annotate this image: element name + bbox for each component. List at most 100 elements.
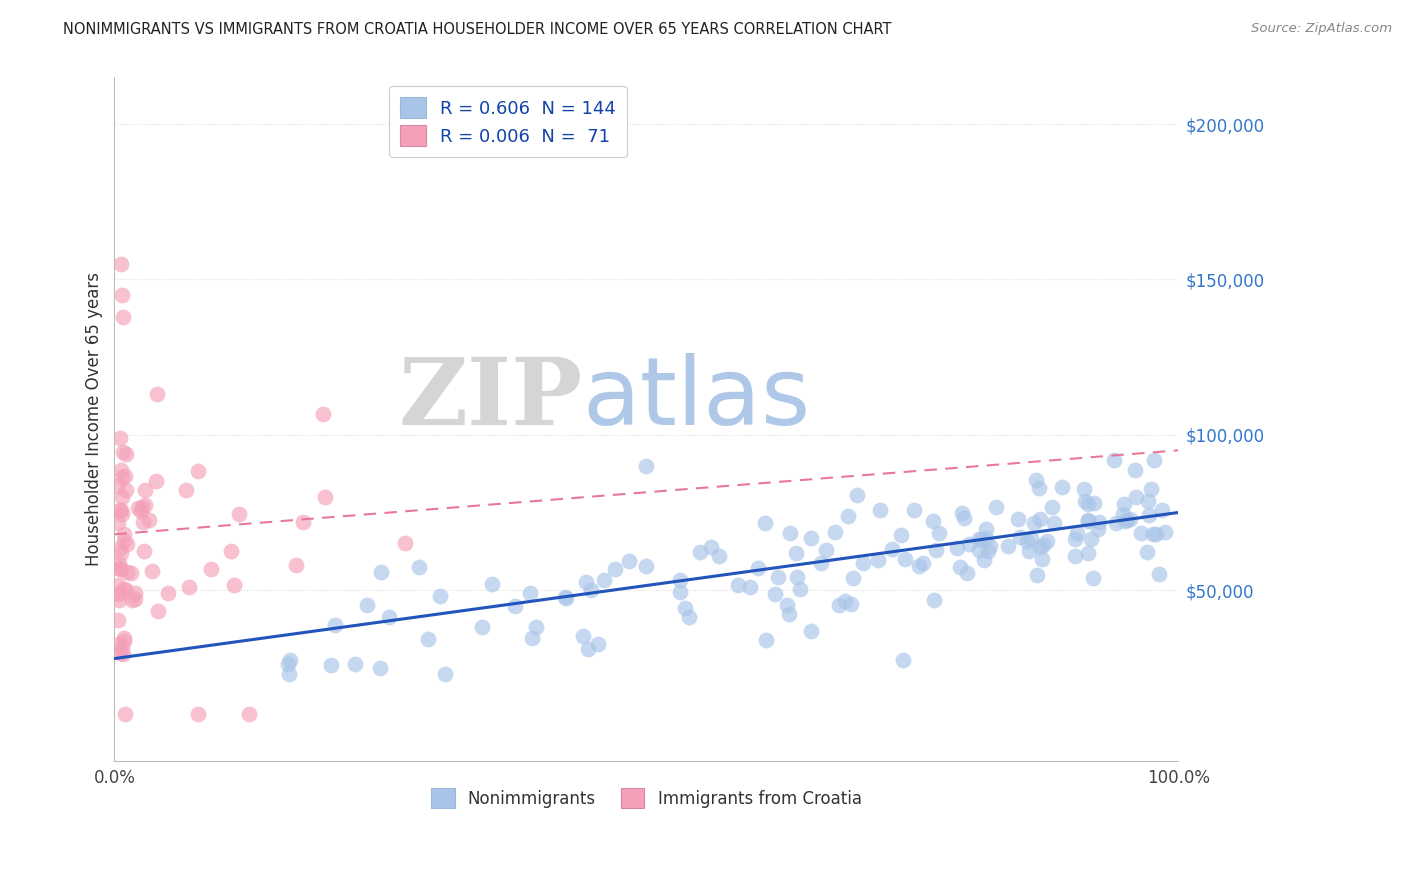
Point: [219, 544, 242, 558]
Point: [111, 647, 134, 661]
Point: [800, 531, 823, 545]
Point: [779, 607, 801, 621]
Point: [1129, 525, 1152, 540]
Point: [145, 474, 167, 488]
Point: [481, 577, 503, 591]
Point: [114, 468, 136, 483]
Point: [912, 556, 935, 570]
Point: [754, 516, 776, 530]
Point: [429, 590, 451, 604]
Point: [108, 562, 131, 576]
Point: [1136, 545, 1159, 559]
Point: [846, 488, 869, 502]
Point: [174, 483, 197, 497]
Point: [747, 560, 769, 574]
Point: [1028, 511, 1050, 525]
Point: [131, 500, 153, 514]
Point: [997, 539, 1019, 553]
Point: [1137, 508, 1160, 522]
Point: [115, 537, 138, 551]
Point: [890, 528, 912, 542]
Point: [810, 556, 832, 570]
Point: [1080, 532, 1102, 546]
Point: [200, 561, 222, 575]
Point: [134, 544, 156, 558]
Point: [837, 509, 859, 524]
Point: [1019, 531, 1042, 545]
Point: [700, 540, 723, 554]
Point: [903, 502, 925, 516]
Point: [111, 310, 134, 324]
Point: [945, 541, 967, 555]
Point: [555, 591, 578, 606]
Point: [768, 570, 790, 584]
Point: [979, 539, 1001, 553]
Point: [111, 490, 134, 504]
Point: [1025, 473, 1047, 487]
Point: [1077, 513, 1099, 527]
Point: [977, 543, 1000, 558]
Point: [370, 661, 392, 675]
Point: [669, 584, 692, 599]
Point: [586, 637, 609, 651]
Point: [1154, 525, 1177, 540]
Point: [636, 558, 658, 573]
Point: [1015, 534, 1038, 549]
Point: [321, 657, 343, 672]
Point: [471, 620, 494, 634]
Point: [278, 666, 301, 681]
Point: [129, 504, 152, 518]
Text: Source: ZipAtlas.com: Source: ZipAtlas.com: [1251, 22, 1392, 36]
Point: [786, 570, 808, 584]
Point: [925, 543, 948, 558]
Point: [111, 445, 134, 459]
Text: NONIMMIGRANTS VS IMMIGRANTS FROM CROATIA HOUSEHOLDER INCOME OVER 65 YEARS CORREL: NONIMMIGRANTS VS IMMIGRANTS FROM CROATIA…: [63, 22, 891, 37]
Point: [1032, 538, 1054, 552]
Point: [689, 545, 711, 559]
Text: ZIP: ZIP: [398, 354, 582, 443]
Point: [709, 549, 731, 564]
Point: [779, 526, 801, 541]
Point: [1028, 482, 1050, 496]
Point: [278, 653, 301, 667]
Point: [576, 642, 599, 657]
Point: [108, 647, 131, 661]
Point: [115, 583, 138, 598]
Point: [228, 507, 250, 521]
Point: [922, 593, 945, 607]
Point: [1035, 533, 1057, 548]
Point: [344, 657, 367, 672]
Point: [121, 593, 143, 607]
Point: [1119, 512, 1142, 526]
Point: [323, 618, 346, 632]
Point: [828, 598, 851, 612]
Point: [1040, 500, 1063, 515]
Point: [141, 564, 163, 578]
Point: [834, 594, 856, 608]
Point: [554, 590, 576, 604]
Text: atlas: atlas: [582, 352, 811, 445]
Point: [974, 522, 997, 536]
Point: [727, 577, 749, 591]
Point: [107, 478, 129, 492]
Point: [950, 506, 973, 520]
Point: [522, 631, 544, 645]
Point: [956, 566, 979, 580]
Point: [112, 533, 135, 548]
Point: [110, 584, 132, 599]
Point: [312, 407, 335, 421]
Point: [291, 515, 314, 529]
Point: [969, 532, 991, 546]
Point: [669, 574, 692, 588]
Point: [678, 609, 700, 624]
Point: [107, 593, 129, 607]
Point: [434, 666, 457, 681]
Point: [617, 553, 640, 567]
Point: [377, 610, 399, 624]
Point: [1125, 490, 1147, 504]
Point: [1077, 497, 1099, 511]
Point: [285, 558, 308, 572]
Point: [673, 600, 696, 615]
Point: [1105, 516, 1128, 530]
Point: [111, 288, 134, 302]
